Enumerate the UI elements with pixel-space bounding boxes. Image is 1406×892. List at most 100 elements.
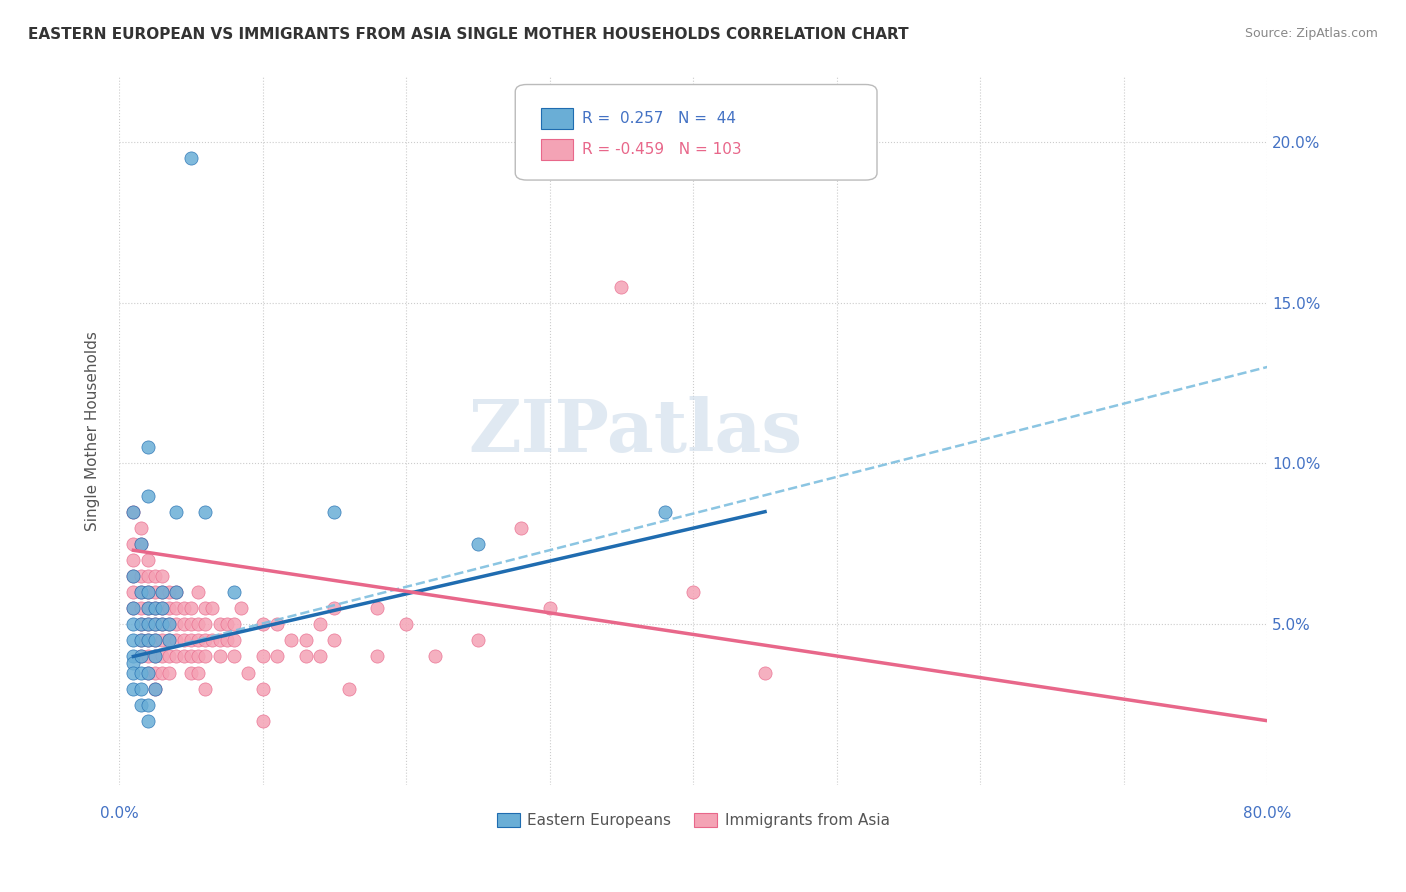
Point: [143, 681, 166, 696]
Point: [136, 553, 159, 567]
Point: [323, 505, 346, 519]
Point: [122, 537, 145, 551]
Point: [309, 617, 332, 632]
Point: [157, 665, 180, 680]
Point: [122, 569, 145, 583]
Point: [222, 649, 245, 664]
Point: [229, 601, 252, 615]
Point: [266, 649, 288, 664]
Point: [136, 714, 159, 728]
Point: [294, 633, 316, 648]
Point: [136, 569, 159, 583]
Point: [187, 665, 209, 680]
Point: [136, 601, 159, 615]
Point: [129, 521, 152, 535]
Y-axis label: Single Mother Households: Single Mother Households: [86, 331, 100, 532]
Point: [467, 537, 489, 551]
Point: [266, 617, 288, 632]
Point: [143, 617, 166, 632]
Point: [215, 633, 238, 648]
Point: [610, 279, 633, 293]
Point: [187, 633, 209, 648]
Text: R = -0.459   N = 103: R = -0.459 N = 103: [582, 142, 741, 157]
Point: [143, 569, 166, 583]
Point: [194, 633, 217, 648]
Point: [366, 601, 388, 615]
Text: Source: ZipAtlas.com: Source: ZipAtlas.com: [1244, 27, 1378, 40]
Point: [337, 681, 360, 696]
Point: [143, 665, 166, 680]
Point: [143, 601, 166, 615]
Point: [166, 601, 188, 615]
Text: R =  0.257   N =  44: R = 0.257 N = 44: [582, 111, 735, 126]
Point: [143, 633, 166, 648]
Point: [157, 585, 180, 599]
Point: [129, 585, 152, 599]
Point: [208, 617, 231, 632]
Point: [222, 585, 245, 599]
Point: [180, 151, 202, 165]
Point: [122, 601, 145, 615]
Point: [136, 665, 159, 680]
Point: [129, 617, 152, 632]
Point: [136, 698, 159, 712]
Point: [187, 585, 209, 599]
Point: [395, 617, 418, 632]
Point: [180, 649, 202, 664]
Point: [180, 633, 202, 648]
Point: [129, 585, 152, 599]
Point: [122, 617, 145, 632]
Point: [238, 665, 260, 680]
Point: [122, 569, 145, 583]
Point: [129, 569, 152, 583]
Point: [136, 633, 159, 648]
Text: 80.0%: 80.0%: [1243, 806, 1292, 822]
Point: [194, 681, 217, 696]
Point: [150, 601, 173, 615]
Point: [136, 665, 159, 680]
Point: [150, 569, 173, 583]
Point: [150, 633, 173, 648]
Point: [222, 633, 245, 648]
Point: [754, 665, 776, 680]
Point: [423, 649, 446, 664]
Point: [194, 601, 217, 615]
Point: [173, 601, 195, 615]
Point: [323, 633, 346, 648]
Point: [157, 633, 180, 648]
FancyBboxPatch shape: [540, 108, 572, 129]
Point: [122, 656, 145, 670]
Point: [201, 633, 224, 648]
FancyBboxPatch shape: [540, 139, 572, 161]
Point: [122, 681, 145, 696]
Point: [180, 665, 202, 680]
Point: [136, 585, 159, 599]
Point: [136, 617, 159, 632]
Point: [150, 617, 173, 632]
Point: [166, 617, 188, 632]
Legend: Eastern Europeans, Immigrants from Asia: Eastern Europeans, Immigrants from Asia: [491, 806, 896, 834]
Point: [136, 489, 159, 503]
Point: [136, 649, 159, 664]
Point: [157, 633, 180, 648]
Point: [222, 617, 245, 632]
Point: [129, 698, 152, 712]
Point: [122, 505, 145, 519]
Point: [129, 537, 152, 551]
Point: [122, 601, 145, 615]
Point: [150, 665, 173, 680]
Point: [194, 617, 217, 632]
Point: [252, 649, 274, 664]
Point: [157, 617, 180, 632]
Point: [150, 649, 173, 664]
Point: [143, 649, 166, 664]
Point: [150, 585, 173, 599]
Point: [150, 617, 173, 632]
Point: [122, 665, 145, 680]
Point: [129, 601, 152, 615]
Point: [143, 585, 166, 599]
Point: [252, 714, 274, 728]
Text: 0.0%: 0.0%: [100, 806, 138, 822]
Point: [173, 617, 195, 632]
Point: [136, 617, 159, 632]
